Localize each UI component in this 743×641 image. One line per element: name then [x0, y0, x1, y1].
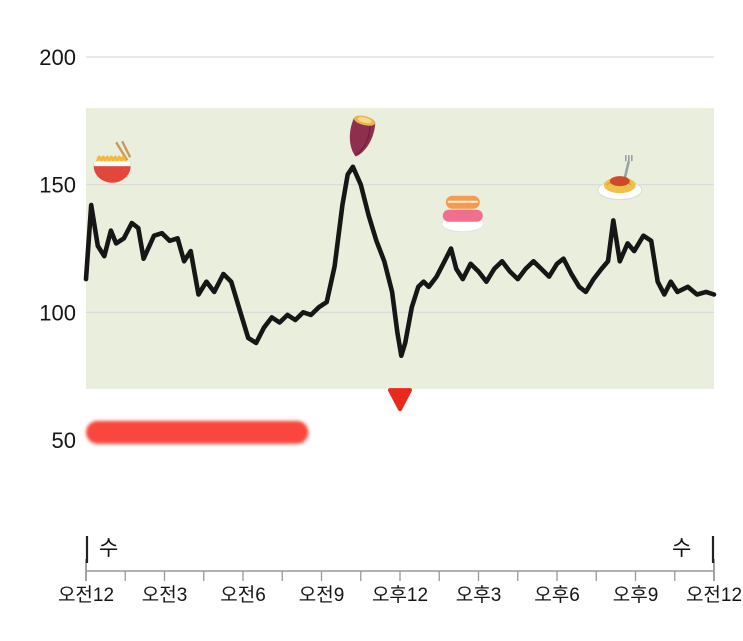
x-axis-label: 오전12 — [686, 584, 742, 606]
glucose-line — [83, 164, 717, 359]
low-event-marker-icon — [388, 388, 412, 412]
sweet-potato-icon — [349, 115, 376, 157]
y-axis-label: 150 — [39, 173, 76, 198]
y-axis-label: 200 — [39, 45, 76, 70]
x-axis-label: 오전12 — [58, 584, 114, 606]
chart-layers: 200 150 100 50 오전12 오전3 오전6 오전9 오후12 오후3 오후6 오후9 오전1… — [39, 45, 742, 606]
weekday-label-right: 수 — [672, 537, 692, 560]
y-axis-label: 50 — [52, 428, 76, 453]
sushi-icon — [441, 195, 485, 233]
x-axis-label: 오전9 — [299, 584, 345, 606]
y-axis-label: 100 — [39, 300, 76, 325]
x-axis-label: 오전6 — [220, 584, 266, 606]
ramen-icon — [93, 140, 132, 183]
weekday-label-left: 수 — [99, 537, 119, 560]
x-axis-label: 오후6 — [534, 584, 580, 606]
x-axis-label: 오전3 — [142, 584, 188, 606]
x-axis-label: 오후3 — [456, 584, 502, 606]
spaghetti-icon — [597, 155, 643, 201]
x-axis-label: 오후12 — [372, 584, 428, 606]
x-axis-label: 오후9 — [613, 584, 659, 606]
highlight-bar — [86, 420, 309, 444]
